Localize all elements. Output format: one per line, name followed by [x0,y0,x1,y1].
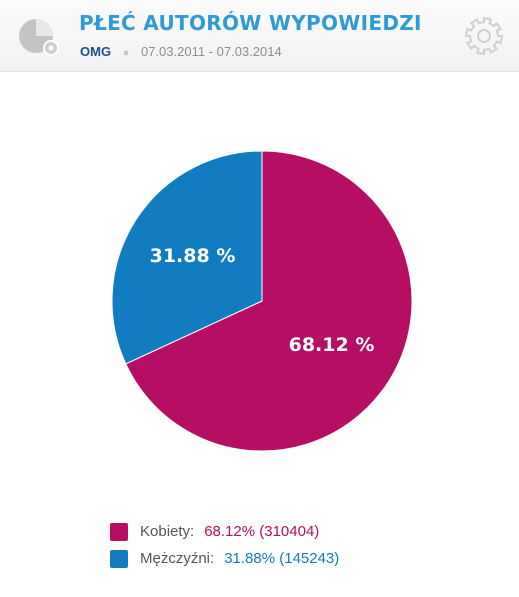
source-name[interactable]: OMG [80,44,112,59]
legend-swatch-men [110,549,128,568]
legend-item-men[interactable]: Mężczyźni: 31.88% (145243) [110,545,339,572]
legend-item-women[interactable]: Kobiety: 68.12% (310404) [110,518,339,545]
date-range: 07.03.2011 - 07.03.2014 [140,44,282,59]
pie-slice-men[interactable] [111,150,263,365]
widget-title: PŁEĆ AUTORÓW WYPOWIEDZI [79,11,422,35]
chart-legend: Kobiety: 68.12% (310404) Mężczyźni: 31.8… [110,518,339,572]
legend-swatch-women [110,522,128,541]
widget-header: PŁEĆ AUTORÓW WYPOWIEDZI OMG ● 07.03.2011… [0,0,519,72]
pie-label-men: 31.88 % [150,245,236,267]
legend-value-women: 68.12% (310404) [204,523,320,540]
pie-slice-women[interactable] [125,150,413,452]
pie-label-women: 68.12 % [289,334,375,356]
pie-chart-gear-icon [19,19,59,56]
pie-chart: 68.12 % 31.88 % [111,150,413,452]
legend-value-men: 31.88% (145243) [224,550,340,567]
legend-label-men: Mężczyźni: [140,550,215,567]
gear-icon[interactable] [462,14,506,58]
legend-label-women: Kobiety: [140,523,195,540]
widget-subtitle: OMG ● 07.03.2011 - 07.03.2014 [80,44,282,59]
separator-dot: ● [122,47,130,59]
